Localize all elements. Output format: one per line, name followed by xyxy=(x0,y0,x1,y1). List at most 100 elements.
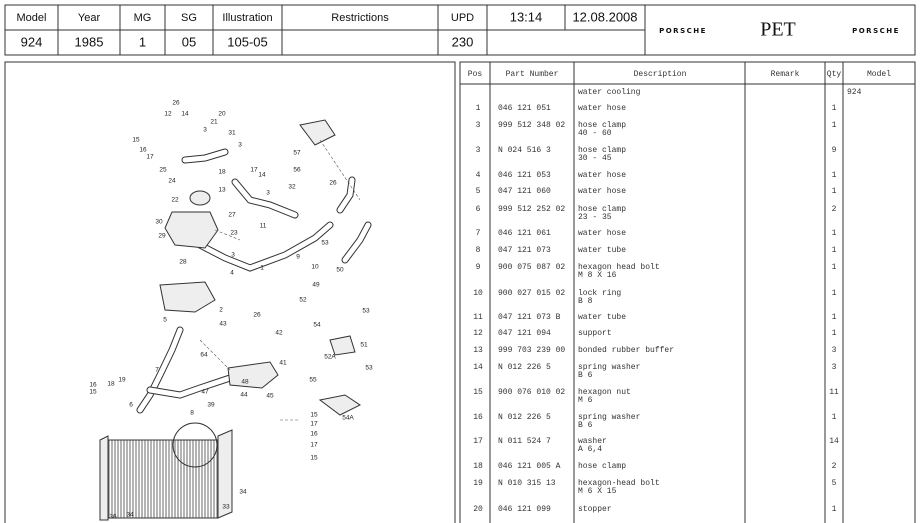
part-number: N 011 524 7 xyxy=(498,437,551,446)
callout: 18 xyxy=(218,169,226,176)
description: spring washer xyxy=(578,363,641,372)
callout: 28 xyxy=(179,259,187,266)
column-header: Description xyxy=(634,70,687,79)
quantity: 1 xyxy=(832,246,837,255)
callout: 2 xyxy=(219,307,223,314)
description: bonded rubber buffer xyxy=(578,346,674,355)
callout: 8 xyxy=(190,410,194,417)
callout: 20 xyxy=(218,111,226,118)
callout: 56 xyxy=(293,167,301,174)
part-number: 047 121 094 xyxy=(498,329,551,338)
description-detail: M 6 X 15 xyxy=(578,487,617,496)
callout: 18 xyxy=(107,381,115,388)
description: hexagon head bolt xyxy=(578,263,660,272)
callout: 49 xyxy=(312,282,320,289)
pos: 14 xyxy=(473,363,483,372)
callout: 10 xyxy=(311,264,319,271)
header-value: 105-05 xyxy=(227,34,267,49)
part-number: 900 075 087 02 xyxy=(498,263,565,272)
parts-table-frame xyxy=(459,61,916,523)
app-logo: PET xyxy=(760,19,796,41)
callout: 22 xyxy=(171,197,179,204)
table-column-lines xyxy=(489,62,844,523)
callout: 41 xyxy=(279,360,287,367)
description: water hose xyxy=(578,229,626,238)
description: lock ring xyxy=(578,289,621,298)
radiator xyxy=(107,439,219,519)
quantity: 3 xyxy=(832,363,837,372)
callout: 48 xyxy=(241,379,249,386)
pos: 20 xyxy=(473,505,483,514)
callout: 3 xyxy=(266,190,270,197)
callout: 12 xyxy=(164,111,172,118)
callout: 3 xyxy=(231,252,235,259)
callout: 36 xyxy=(109,514,117,521)
callout: 44 xyxy=(240,392,248,399)
description: hose clamp xyxy=(578,121,626,130)
description: water tube xyxy=(578,313,626,322)
pos: 12 xyxy=(473,329,483,338)
callout: 34 xyxy=(126,512,134,519)
callout: 32 xyxy=(288,184,296,191)
description: hose clamp xyxy=(578,205,626,214)
callout: 17 xyxy=(310,442,318,449)
callout: 16 xyxy=(310,431,318,438)
pos: 10 xyxy=(473,289,483,298)
description-detail: 40 - 60 xyxy=(578,129,612,138)
callout: 17 xyxy=(310,421,318,428)
description-detail: 23 - 35 xyxy=(578,213,612,222)
description: spring washer xyxy=(578,413,641,422)
description: hose clamp xyxy=(578,146,626,155)
callout: 14 xyxy=(258,172,266,179)
callout: 3 xyxy=(238,142,242,149)
callout: 52 xyxy=(299,297,307,304)
quantity: 1 xyxy=(832,329,837,338)
callout: 5 xyxy=(163,317,167,324)
pos: 19 xyxy=(473,479,483,488)
callout: 54A xyxy=(342,415,354,422)
callout: 57 xyxy=(293,150,301,157)
column-header: Remark xyxy=(771,70,800,79)
description: support xyxy=(578,329,612,338)
pos: 17 xyxy=(473,437,483,446)
quantity: 1 xyxy=(832,289,837,298)
part-number: 046 121 053 xyxy=(498,171,551,180)
description: stopper xyxy=(578,505,612,514)
header-label: Year xyxy=(78,12,101,24)
callout: 43 xyxy=(219,321,227,328)
quantity: 9 xyxy=(832,146,837,155)
callout: 39 xyxy=(207,402,215,409)
callout: 15 xyxy=(310,412,318,419)
quantity: 1 xyxy=(832,104,837,113)
description-detail: M 8 X 16 xyxy=(578,271,617,280)
column-header: Qty xyxy=(827,70,842,79)
callout: 53 xyxy=(321,240,329,247)
callout: 42 xyxy=(275,330,283,337)
description: water tube xyxy=(578,246,626,255)
callout: 45 xyxy=(266,393,274,400)
quantity: 11 xyxy=(829,388,839,397)
pos: 16 xyxy=(473,413,483,422)
pos: 3 xyxy=(476,121,481,130)
header-label: UPD xyxy=(451,12,474,24)
callout: 15 xyxy=(132,137,140,144)
header-label: Illustration xyxy=(222,12,272,24)
description: water hose xyxy=(578,171,626,180)
part-number: 900 076 010 02 xyxy=(498,388,565,397)
pos: 6 xyxy=(476,205,481,214)
description-detail: B 6 xyxy=(578,371,593,380)
group-model: 924 xyxy=(847,88,862,97)
callout: 26 xyxy=(172,100,180,107)
callout: 27 xyxy=(228,212,236,219)
part-number: 047 121 073 B xyxy=(498,313,561,322)
part-number: 999 703 239 00 xyxy=(498,346,565,355)
quantity: 1 xyxy=(832,187,837,196)
part-number: 046 121 061 xyxy=(498,229,551,238)
part-number: 046 121 099 xyxy=(498,505,551,514)
description: hexagon nut xyxy=(578,388,631,397)
callout: 21 xyxy=(210,119,218,126)
callout: 6 xyxy=(129,402,133,409)
callout: 64 xyxy=(200,352,208,359)
header-value: 230 xyxy=(452,34,474,49)
callout: 33 xyxy=(222,504,230,511)
